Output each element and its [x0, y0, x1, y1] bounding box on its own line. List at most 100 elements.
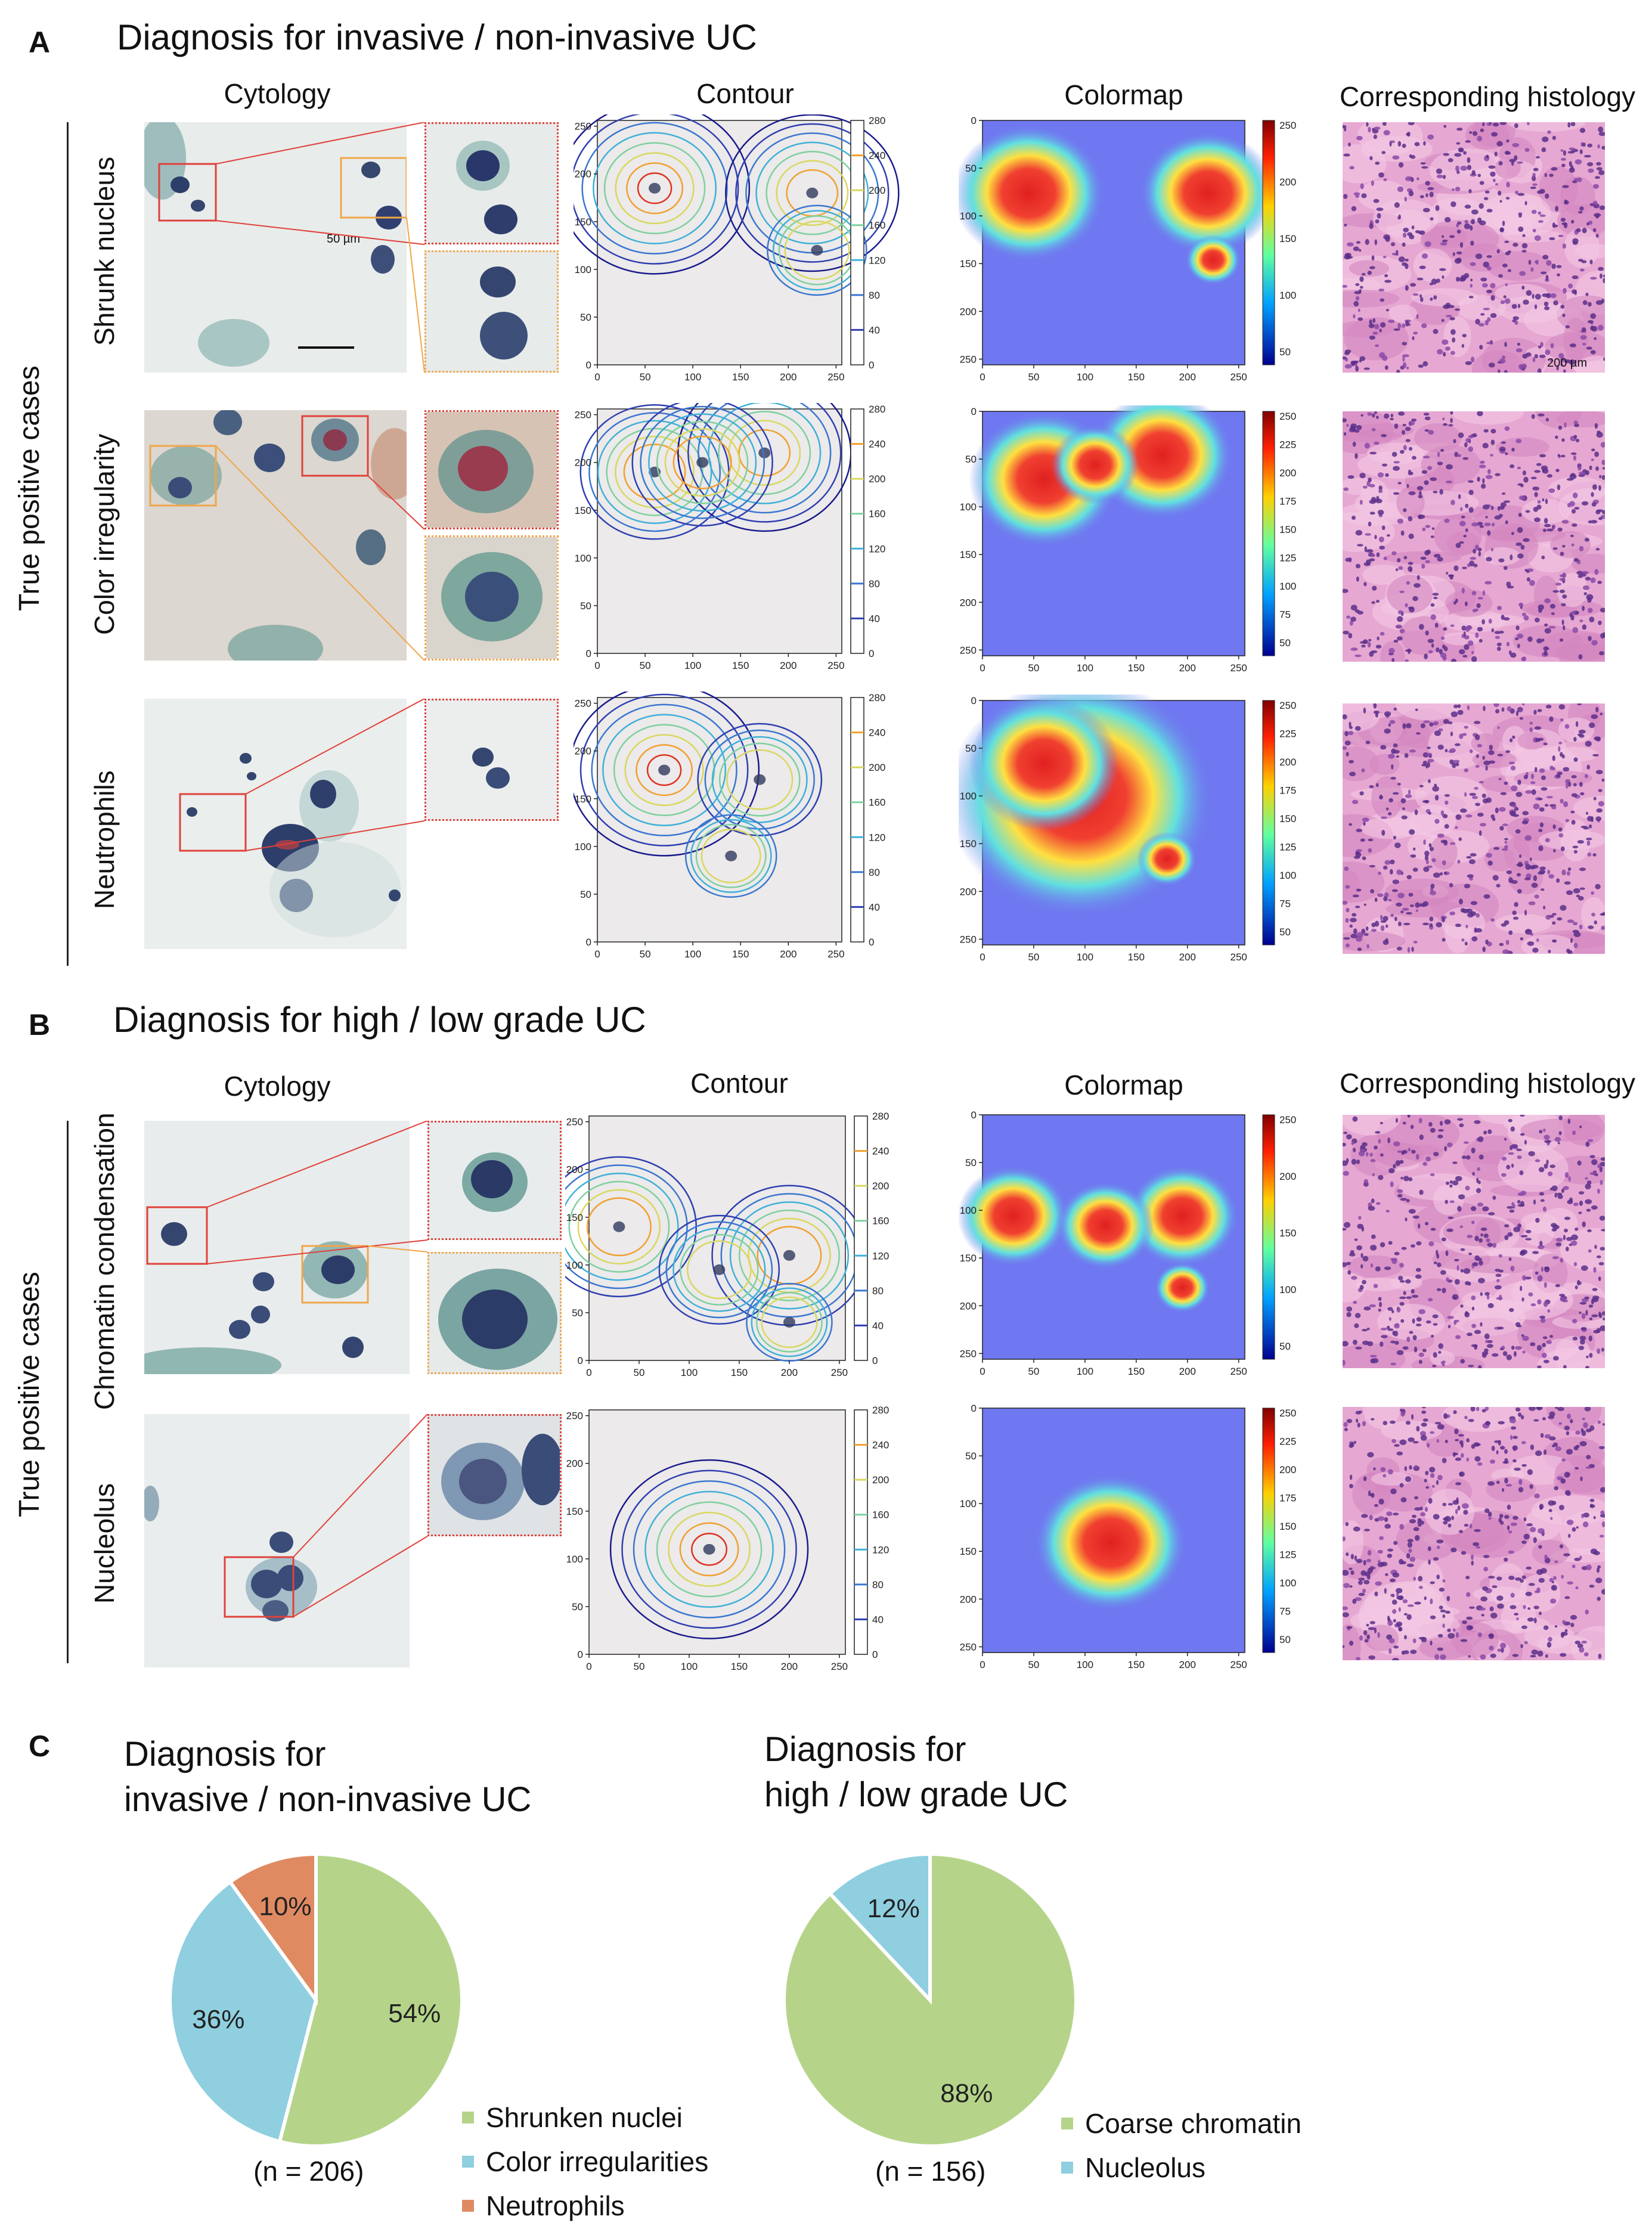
- colorbar-tick-label: 150: [1279, 524, 1296, 535]
- pie1-title-line1: Diagnosis for: [124, 1735, 326, 1774]
- x-tick-label: 250: [831, 1661, 848, 1672]
- contour-line: [680, 1233, 759, 1306]
- y-tick-label: 0: [971, 115, 977, 126]
- colorbar-tick-label: 50: [1279, 637, 1291, 649]
- panel-b-col-colormap: Colormap: [1064, 1070, 1183, 1100]
- legend-item-neutrophils: Neutrophils: [462, 2184, 708, 2228]
- y-tick-label: 100: [960, 1498, 977, 1509]
- colorbar-tick-label: 150: [1279, 233, 1296, 244]
- legend-item-coarse-chromatin: Coarse chromatin: [1061, 2101, 1301, 2146]
- zoom-lines-a1: [215, 122, 425, 373]
- contour-line: [690, 819, 772, 893]
- contour-line: [767, 204, 867, 296]
- x-tick-label: 0: [594, 371, 600, 383]
- y-tick-label: 250: [566, 1117, 583, 1128]
- colorbar-tick-label: 80: [872, 1285, 884, 1297]
- colorbar-tick-label: 250: [1279, 1114, 1296, 1126]
- contour-line: [695, 823, 767, 888]
- colorbar-tick-label: 250: [1279, 1408, 1296, 1419]
- panel-a-bracket-line: [67, 122, 69, 966]
- colormap-plot-chromatin-condensation: 0 0 50 50 100 100 150 150 200 200 250 250 250 200 150 1…: [959, 1109, 1296, 1377]
- x-tick-label: 100: [684, 660, 701, 671]
- x-tick-label: 250: [1231, 662, 1247, 674]
- x-tick-label: 250: [1231, 1659, 1247, 1670]
- row-label-chromatin-condensation: Chromatin condensation: [89, 1112, 120, 1410]
- x-tick-label: 100: [684, 948, 701, 960]
- colorbar-tick-label: 160: [872, 1216, 889, 1227]
- x-tick-label: 150: [1128, 951, 1145, 963]
- y-tick-label: 250: [575, 698, 591, 709]
- heat-blob: [1051, 425, 1139, 504]
- x-tick-label: 200: [780, 948, 796, 960]
- zoom-inset-red-b2: [427, 1414, 562, 1536]
- y-tick-label: 50: [965, 743, 977, 754]
- contour-line: [633, 1480, 786, 1619]
- x-tick-label: 250: [1231, 951, 1247, 963]
- contour-line: [640, 405, 765, 519]
- zoom-inset-orange-b1: [427, 1252, 562, 1374]
- colorbar-tick-label: 0: [869, 648, 874, 659]
- panel-b-col-cytology: Cytology: [224, 1071, 331, 1102]
- colorbar-tick-label: 120: [872, 1250, 889, 1261]
- colorbar-tick-label: 100: [1279, 290, 1296, 301]
- legend-swatch: [462, 2200, 474, 2212]
- colorbar-tick-label: 40: [872, 1320, 884, 1331]
- heat-blob: [1126, 1165, 1239, 1267]
- colorbar-tick-label: 40: [869, 613, 880, 624]
- x-tick-label: 50: [640, 948, 651, 960]
- x-tick-label: 150: [732, 948, 749, 960]
- x-tick-label: 50: [634, 1367, 645, 1378]
- contour-line: [581, 122, 728, 255]
- contour-line: [591, 703, 737, 836]
- panel-a-letter: A: [29, 26, 51, 59]
- colorbar: [1262, 1114, 1275, 1360]
- x-tick-label: 50: [1028, 951, 1039, 963]
- pie2-title-line2: high / low grade UC: [764, 1775, 1068, 1814]
- colorbar: [850, 120, 864, 365]
- x-tick-label: 100: [1077, 1659, 1093, 1670]
- contour-line: [691, 1533, 728, 1566]
- x-tick-label: 150: [732, 371, 749, 383]
- x-tick-label: 250: [827, 660, 844, 671]
- colorbar-tick-label: 250: [1279, 120, 1296, 131]
- heat-blob: [969, 696, 1119, 831]
- colorbar: [1262, 120, 1275, 365]
- contour-plot-neutrophils: 0050501001001501502002002502502802402001…: [574, 692, 885, 960]
- colorbar-tick-label: 280: [872, 1405, 889, 1416]
- x-tick-label: 150: [732, 660, 749, 671]
- colorbar-tick-label: 40: [869, 324, 880, 336]
- x-tick-label: 100: [681, 1367, 698, 1378]
- contour-line: [624, 734, 704, 807]
- contour-line: [698, 403, 832, 514]
- colorbar-tick-label: 160: [872, 1509, 889, 1521]
- y-tick-label: 150: [575, 793, 591, 805]
- contour-plot-chromatin-condensation: 0050501001001501502002002502502802402001…: [565, 1111, 889, 1378]
- contour-line: [665, 1221, 773, 1319]
- heat-blob: [1154, 1262, 1210, 1313]
- histology-image-nucleolus: [1343, 1407, 1605, 1660]
- colorbar-tick-label: 125: [1279, 553, 1296, 564]
- x-tick-label: 0: [586, 1661, 591, 1672]
- contour-line: [602, 714, 727, 826]
- x-tick-label: 0: [980, 1659, 985, 1670]
- cell-nucleus-dot: [649, 182, 661, 194]
- x-tick-label: 250: [827, 371, 844, 383]
- y-tick-label: 0: [586, 359, 591, 371]
- colorbar: [854, 1115, 868, 1361]
- zoom-inset-red-a3: [424, 699, 559, 821]
- legend-swatch: [1061, 2162, 1073, 2174]
- legend-label: Nucleolus: [1085, 2152, 1205, 2183]
- zoom-inset-red-a2: [424, 410, 559, 529]
- contour-line: [623, 444, 686, 501]
- colormap-plot-shrunk-nucleus: 0 0 50 50 100 100 150 150 200 200 250 250 250 200 150 1…: [959, 115, 1296, 383]
- colorbar-tick-label: 0: [872, 1355, 878, 1366]
- colormap-plot-color-irregularity: 0 0 50 50 100 100 150 150 200 200 250 250 250 225 200 1…: [960, 405, 1296, 674]
- colorbar-tick-label: 160: [869, 220, 885, 231]
- cell-nucleus-dot: [783, 1316, 795, 1328]
- panel-b-col-histology: Corresponding histology: [1339, 1068, 1636, 1099]
- histology-image-chromatin-condensation: [1343, 1115, 1605, 1368]
- colorbar-tick-label: 75: [1279, 1606, 1291, 1617]
- x-tick-label: 250: [1231, 1366, 1247, 1377]
- panel-a-col-colormap: Colormap: [1064, 79, 1183, 110]
- heat-blob: [959, 124, 1105, 262]
